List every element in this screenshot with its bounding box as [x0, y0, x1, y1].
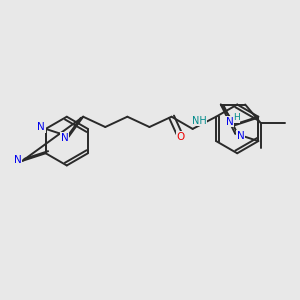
- Text: N: N: [226, 117, 234, 127]
- Text: N: N: [14, 155, 22, 165]
- Text: O: O: [176, 132, 184, 142]
- Text: N: N: [61, 133, 68, 143]
- Text: NH: NH: [192, 116, 207, 126]
- Text: N: N: [37, 122, 45, 132]
- Text: H: H: [233, 113, 240, 122]
- Text: N: N: [237, 131, 244, 141]
